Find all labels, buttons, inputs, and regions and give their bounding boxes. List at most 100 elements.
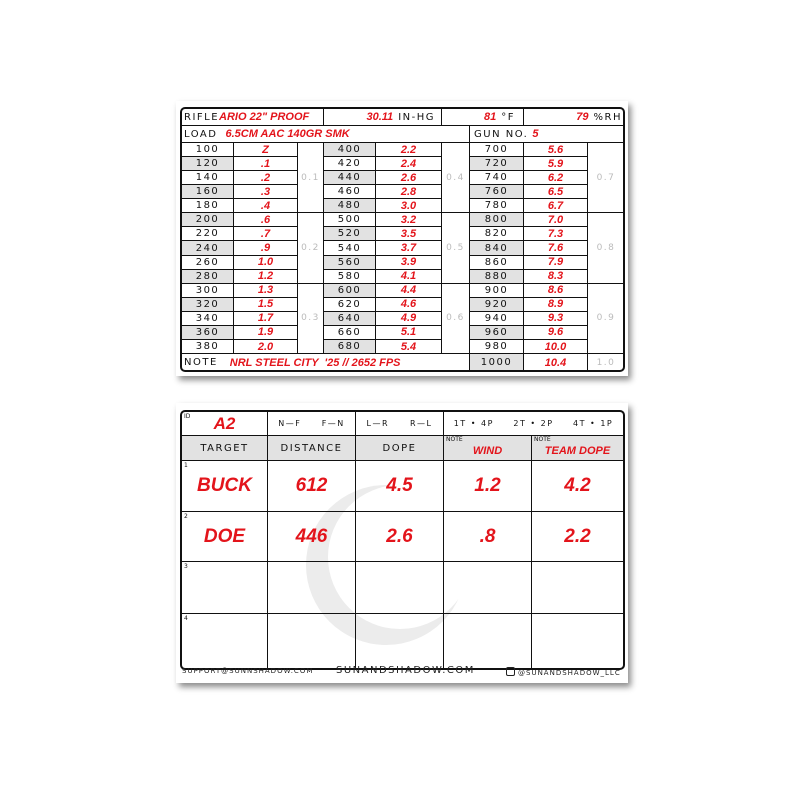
distance-cell: 500 bbox=[324, 213, 376, 228]
distance-cell: 540 bbox=[324, 241, 376, 256]
distance-cell: 740 bbox=[470, 171, 524, 186]
distance-cell: 100 bbox=[182, 143, 234, 158]
dope-cell: 5.6 bbox=[524, 143, 588, 158]
dope-cell: 3.7 bbox=[376, 241, 442, 256]
humidity-cell: 79 %RH bbox=[524, 109, 623, 126]
instagram-text: @SUNANDSHADOW_LLC bbox=[518, 669, 621, 677]
row-number: 2 bbox=[184, 513, 188, 520]
mil-cell: 0.2 bbox=[298, 213, 324, 284]
id-value: A2 bbox=[213, 414, 236, 433]
mil-cell: 0.8 bbox=[588, 213, 623, 284]
row-number: 3 bbox=[184, 563, 188, 570]
distance-cell: 380 bbox=[182, 339, 234, 355]
header-label: DISTANCE bbox=[280, 442, 343, 454]
entry-cell: 4.5 bbox=[356, 461, 444, 512]
distance-cell: 820 bbox=[470, 227, 524, 242]
dope-cell: 7.9 bbox=[524, 255, 588, 270]
option-l-r[interactable]: L—R bbox=[366, 419, 389, 428]
option-n-f[interactable]: N—F bbox=[278, 419, 302, 428]
entry-value: 1.2 bbox=[474, 475, 501, 496]
dope-cell: .1 bbox=[234, 157, 298, 172]
option-2t-2p[interactable]: 2T • 2P bbox=[513, 419, 554, 428]
mil-cell: 0.6 bbox=[442, 283, 470, 355]
temp-value: 81 bbox=[483, 111, 497, 123]
option-1t-4p[interactable]: 1T • 4P bbox=[453, 419, 494, 428]
entry-cell: 2.6 bbox=[356, 512, 444, 562]
entry-cell: 2 DOE bbox=[182, 512, 268, 562]
entry-cell bbox=[444, 614, 532, 668]
entry-value: 612 bbox=[295, 475, 328, 496]
distance-cell: 940 bbox=[470, 311, 524, 326]
entry-cell bbox=[532, 562, 623, 614]
dope-cell: 8.3 bbox=[524, 269, 588, 284]
stage-card: ID A2 N—F F—N L—R R—L 1T • 4P 2T • 2P 4T • 1P TAR… bbox=[176, 403, 628, 683]
gun-cell: GUN NO. 5 bbox=[470, 126, 623, 143]
distance-cell: 340 bbox=[182, 311, 234, 326]
dope-cell: 1.2 bbox=[234, 269, 298, 284]
option-group: N—F F—N bbox=[268, 412, 356, 436]
entry-cell bbox=[268, 614, 356, 668]
dope-cell: 4.9 bbox=[376, 311, 442, 326]
row-number: 1 bbox=[184, 462, 188, 469]
dope-cell: 3.0 bbox=[376, 199, 442, 214]
distance-cell: 480 bbox=[324, 199, 376, 214]
distance-cell: 240 bbox=[182, 241, 234, 256]
distance-cell: 520 bbox=[324, 227, 376, 242]
distance-cell: 220 bbox=[182, 227, 234, 242]
dope-cell: .3 bbox=[234, 185, 298, 200]
gun-value: 5 bbox=[532, 128, 539, 140]
distance-cell: 800 bbox=[470, 213, 524, 228]
entry-cell bbox=[356, 562, 444, 614]
distance-cell: 960 bbox=[470, 325, 524, 340]
dope-cell: .2 bbox=[234, 171, 298, 186]
option-f-n[interactable]: F—N bbox=[321, 419, 345, 428]
distance-cell: 560 bbox=[324, 255, 376, 270]
option-group: 1T • 4P 2T • 2P 4T • 1P bbox=[444, 412, 623, 436]
header-4: NOTE TEAM DOPE bbox=[532, 436, 623, 461]
dope-cell: 9.6 bbox=[524, 325, 588, 340]
distance-cell: 880 bbox=[470, 269, 524, 284]
distance-cell: 440 bbox=[324, 171, 376, 186]
row-number: 4 bbox=[184, 615, 188, 622]
rifle-value: ARIO 22" PROOF bbox=[219, 111, 310, 123]
note-label: NOTE bbox=[184, 357, 218, 369]
dope-cell: 2.8 bbox=[376, 185, 442, 200]
mil-cell: 0.5 bbox=[442, 213, 470, 284]
option-4t-1p[interactable]: 4T • 1P bbox=[573, 419, 614, 428]
dope-cell: 2.4 bbox=[376, 157, 442, 172]
entry-cell bbox=[356, 614, 444, 668]
distance-cell: 900 bbox=[470, 283, 524, 298]
dope-cell: 1.9 bbox=[234, 325, 298, 340]
entry-cell: 4 bbox=[182, 614, 268, 668]
distance-cell: 280 bbox=[182, 269, 234, 284]
header-note-label: NOTE bbox=[534, 436, 551, 443]
temp-unit: °F bbox=[501, 111, 515, 123]
dope-cell: 5.1 bbox=[376, 325, 442, 340]
entry-value: 4.2 bbox=[564, 475, 591, 496]
distance-cell: 580 bbox=[324, 269, 376, 284]
distance-cell: 760 bbox=[470, 185, 524, 200]
distance-cell: 600 bbox=[324, 283, 376, 298]
instagram-handle: @SUNANDSHADOW_LLC bbox=[506, 667, 621, 677]
dope-cell: 3.9 bbox=[376, 255, 442, 270]
dope-cell: 6.2 bbox=[524, 171, 588, 186]
distance-cell: 640 bbox=[324, 311, 376, 326]
distance-cell: 360 bbox=[182, 325, 234, 340]
distance-cell: 840 bbox=[470, 241, 524, 256]
distance-cell: 680 bbox=[324, 339, 376, 355]
mil-cell: 0.1 bbox=[298, 143, 324, 214]
load-cell: LOAD 6.5CM AAC 140GR SMK bbox=[182, 126, 470, 143]
dope-cell: 8.6 bbox=[524, 283, 588, 298]
mil-cell: 0.3 bbox=[298, 283, 324, 355]
distance-cell: 320 bbox=[182, 297, 234, 312]
dope-cell: 4.4 bbox=[376, 283, 442, 298]
load-value: 6.5CM AAC 140GR SMK bbox=[225, 128, 350, 140]
distance-cell: 460 bbox=[324, 185, 376, 200]
entry-value: .8 bbox=[479, 525, 496, 547]
entry-value: DOE bbox=[203, 525, 246, 547]
dope-cell: 2.0 bbox=[234, 339, 298, 355]
mil-cell: 1.0 bbox=[596, 357, 616, 368]
mil-cell: 0.9 bbox=[588, 284, 623, 355]
distance-cell: 1000 bbox=[470, 354, 524, 370]
option-r-l[interactable]: R—L bbox=[409, 419, 433, 428]
